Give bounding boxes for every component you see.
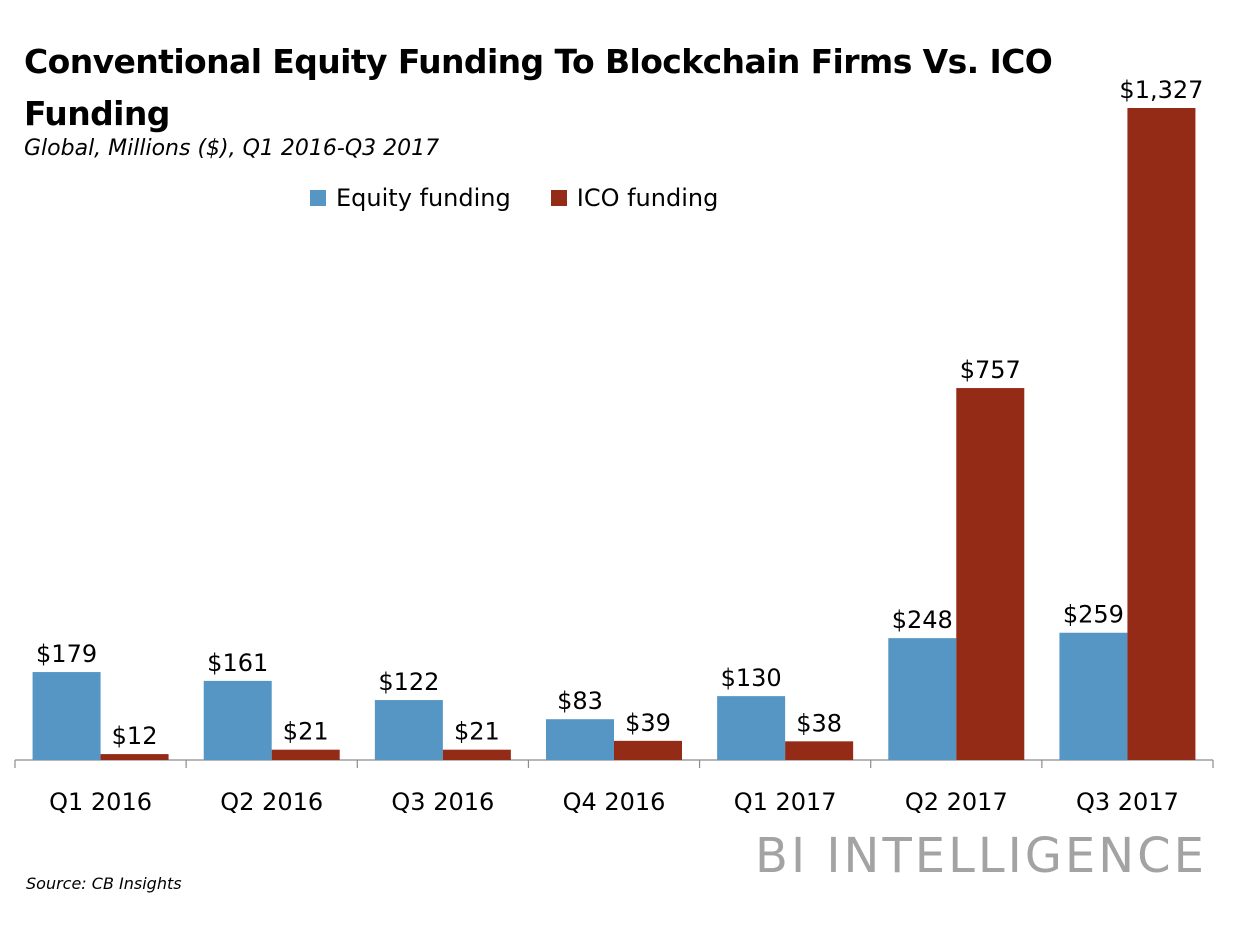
equity-bar-6 — [888, 638, 957, 760]
ico-data-label-3: $21 — [454, 718, 500, 746]
x-tick-label-4: Q4 2016 — [563, 788, 666, 816]
ico-bar-6 — [956, 388, 1025, 760]
ico-bar-7 — [1127, 108, 1196, 760]
x-tick-label-5: Q1 2017 — [734, 788, 837, 816]
legend-label-ico: ICO funding — [576, 184, 719, 212]
equity-data-label-7: $259 — [1063, 601, 1124, 629]
ico-data-label-5: $38 — [796, 709, 842, 737]
ico-bar-4 — [614, 740, 682, 760]
ico-bar-3 — [442, 749, 511, 760]
legend: Equity funding ICO funding — [310, 184, 758, 212]
ico-data-label-2: $21 — [283, 718, 329, 746]
equity-bar-2 — [203, 680, 272, 760]
chart-subtitle: Global, Millions ($), Q1 2016-Q3 2017 — [24, 136, 440, 161]
chart-title: Conventional Equity Funding To Blockchai… — [24, 42, 1053, 133]
equity-data-label-6: $248 — [892, 606, 953, 634]
equity-data-label-1: $179 — [36, 640, 97, 668]
ico-data-label-1: $12 — [112, 722, 158, 750]
legend-item-ico: ICO funding — [550, 184, 719, 212]
x-tick-label-6: Q2 2017 — [905, 788, 1008, 816]
equity-bar-4 — [546, 719, 614, 760]
equity-bar-1 — [32, 672, 101, 760]
equity-bar-3 — [374, 700, 443, 760]
x-tick-label-3: Q3 2016 — [391, 788, 494, 816]
legend-swatch-equity — [310, 190, 326, 206]
brand-logo: BI INTELLIGENCE — [755, 828, 1207, 884]
ico-bar-2 — [271, 749, 340, 760]
source-note: Source: CB Insights — [26, 874, 182, 893]
x-tick-label-7: Q3 2017 — [1076, 788, 1179, 816]
legend-swatch-ico — [550, 190, 567, 206]
legend-label-equity: Equity funding — [336, 184, 511, 212]
equity-data-label-2: $161 — [207, 649, 268, 677]
equity-data-label-5: $130 — [721, 664, 782, 692]
x-tick-label-2: Q2 2016 — [220, 788, 323, 816]
ico-data-label-6: $757 — [960, 356, 1021, 384]
legend-item-equity: Equity funding — [310, 184, 511, 212]
ico-bar-5 — [785, 741, 854, 760]
equity-data-label-3: $122 — [378, 668, 439, 696]
equity-data-label-4: $83 — [557, 687, 603, 715]
equity-bar-5 — [717, 696, 786, 760]
ico-bar-1 — [100, 754, 169, 760]
ico-data-label-4: $39 — [625, 709, 671, 737]
ico-data-label-7: $1,327 — [1119, 76, 1203, 104]
x-tick-label-1: Q1 2016 — [49, 788, 152, 816]
equity-bar-7 — [1059, 632, 1128, 760]
